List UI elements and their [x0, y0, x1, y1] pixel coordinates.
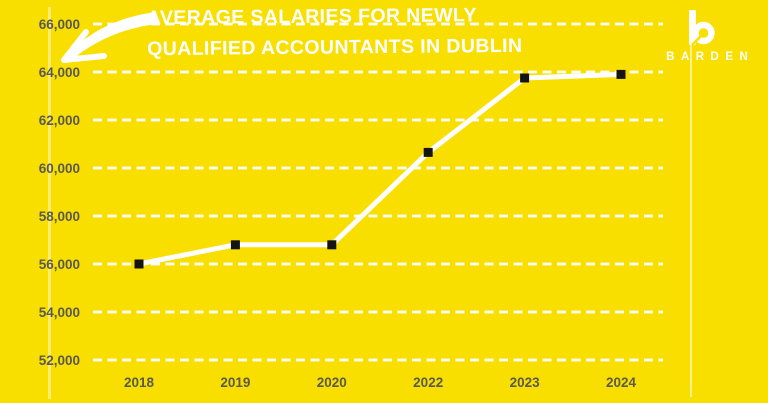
data-point-marker	[327, 240, 337, 250]
y-tick-label: 60,000	[39, 161, 80, 176]
data-point-marker	[520, 73, 530, 83]
data-point-marker	[230, 240, 240, 250]
x-tick-label: 2022	[413, 375, 443, 390]
y-tick-label: 54,000	[39, 305, 80, 320]
x-tick-label: 2019	[220, 375, 250, 390]
data-point-marker	[616, 69, 626, 79]
y-tick-label: 58,000	[39, 209, 80, 224]
x-tick-label: 2023	[510, 375, 541, 390]
salary-line	[136, 71, 624, 267]
brand-wordmark: BARDEN	[666, 51, 755, 63]
logo-divider-line	[690, 45, 692, 397]
y-tick-label: 64,000	[39, 65, 80, 80]
x-tick-label: 2020	[317, 375, 347, 390]
y-tick-label: 62,000	[39, 113, 80, 128]
y-tick-label: 52,000	[39, 353, 80, 368]
x-tick-label: 2018	[124, 375, 155, 390]
y-tick-label: 56,000	[39, 257, 80, 272]
x-tick-label: 2024	[606, 375, 637, 390]
data-point-marker	[134, 259, 144, 269]
data-point-marker	[423, 147, 433, 157]
barden-b-logo-icon	[689, 10, 715, 46]
